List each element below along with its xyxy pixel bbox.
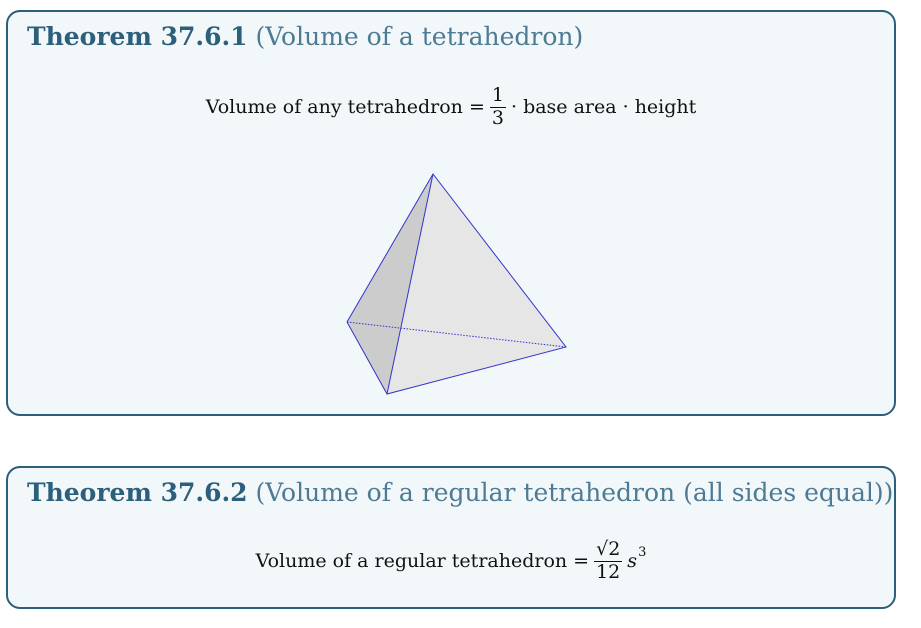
tetrahedron-front-edge: [386, 173, 434, 395]
fraction-denominator: 3: [491, 106, 504, 129]
fraction-one-third: 1 3: [489, 84, 506, 129]
side-variable: s: [627, 550, 638, 573]
tetrahedron-left-face: [347, 174, 433, 394]
volume-formula: Volume of any tetrahedron = 1 3 · base a…: [8, 84, 894, 129]
theorem-box-2: Theorem 37.6.2 (Volume of a regular tetr…: [6, 466, 896, 609]
exponent: 3: [638, 544, 647, 560]
theorem-number: Theorem 37.6.1: [27, 22, 248, 51]
fraction-denominator: 12: [596, 560, 621, 583]
formula-lhs: Volume of a regular tetrahedron =: [255, 550, 590, 573]
theorem-number: Theorem 37.6.2: [27, 478, 248, 507]
tetrahedron-front-face: [387, 174, 566, 394]
tetrahedron-outer-edges: [346, 173, 567, 395]
tetrahedron-hidden-edge: [346, 321, 567, 348]
theorem-name: (Volume of a regular tetrahedron (all si…: [255, 478, 894, 507]
tetrahedron-figure: [346, 173, 567, 395]
theorem-name: (Volume of a tetrahedron): [255, 22, 584, 51]
fraction-numerator: 1: [489, 84, 506, 108]
formula-rhs: · base area · height: [510, 96, 697, 119]
formula-lhs: Volume of any tetrahedron =: [205, 96, 485, 119]
theorem-heading: Theorem 37.6.2 (Volume of a regular tetr…: [27, 478, 893, 507]
regular-volume-formula: Volume of a regular tetrahedron = √2 12 …: [8, 538, 894, 583]
fraction-numerator: √2: [594, 538, 623, 562]
fraction-root2-over-12: √2 12: [594, 538, 623, 583]
theorem-box-1: Theorem 37.6.1 (Volume of a tetrahedron)…: [6, 10, 896, 416]
theorem-heading: Theorem 37.6.1 (Volume of a tetrahedron): [27, 22, 583, 51]
